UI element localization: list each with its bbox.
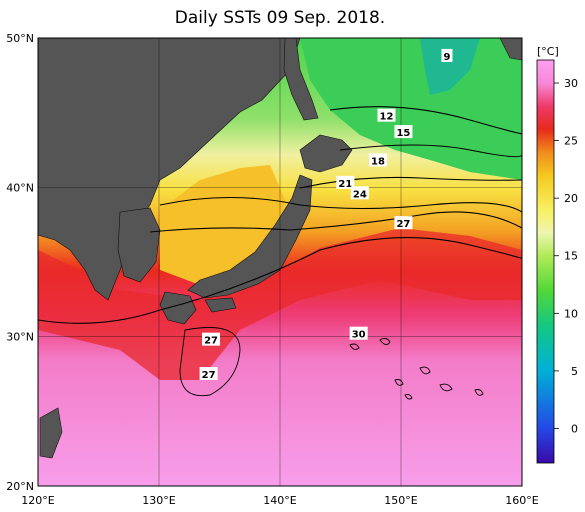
longitude-tick-label: 140°E	[263, 494, 296, 507]
colorbar-tick-label: 15	[564, 250, 578, 263]
isotherm-label: 18	[371, 156, 385, 167]
colorbar	[536, 59, 555, 464]
isotherm-label: 27	[202, 370, 216, 381]
isotherm-label: 27	[396, 219, 410, 230]
colorbar-tick-label: 5	[571, 365, 578, 378]
latitude-tick-label: 40°N	[6, 181, 34, 194]
island-outlines	[349, 337, 484, 400]
latitude-tick-label: 30°N	[6, 331, 34, 344]
isotherm-label-box	[350, 186, 369, 200]
colorbar-tick-label: 25	[564, 135, 578, 148]
isotherm-label: 15	[396, 128, 410, 139]
longitude-tick-label: 120°E	[21, 494, 54, 507]
longitude-labels: 120°E 130°E 140°E 150°E 160°E	[21, 494, 538, 507]
land-mass	[38, 38, 522, 459]
colorbar-tick-label: 10	[564, 307, 578, 320]
latitude-tick-label: 20°N	[6, 480, 34, 493]
longitude-tick-label: 160°E	[505, 494, 538, 507]
cold-core-region	[420, 38, 480, 95]
colorbar-tick-label: 30	[564, 77, 578, 90]
colorbar-tick-label: 0	[571, 422, 578, 435]
isotherm-label-box	[394, 216, 413, 230]
isotherm-label-box	[336, 175, 355, 189]
map-title: Daily SSTs 09 Sep. 2018.	[174, 8, 386, 28]
isotherm-label: 27	[204, 336, 218, 347]
isotherm-label-box	[441, 48, 453, 62]
isotherm-label-box	[202, 332, 221, 346]
isotherm-lines	[38, 106, 522, 397]
isotherm-label-box	[349, 326, 368, 340]
colorbar-ticks: 30 25 20 15 10 5 0	[554, 77, 578, 435]
map-frame	[37, 37, 523, 487]
latitude-tick-label: 50°N	[6, 32, 34, 45]
isotherm-label-box	[199, 367, 218, 380]
isotherm-label-box	[394, 125, 413, 139]
colorbar-unit: [°C]	[537, 45, 559, 58]
isotherm-label: 30	[352, 330, 366, 341]
latitude-labels: 50°N 40°N 30°N 20°N	[6, 32, 34, 493]
isotherm-label: 21	[338, 179, 352, 190]
longitude-tick-label: 150°E	[384, 494, 417, 507]
isotherm-label-box	[377, 108, 396, 122]
graticule	[38, 38, 522, 486]
isotherm-label-box	[369, 153, 388, 167]
longitude-tick-label: 130°E	[142, 494, 175, 507]
colorbar-tick-label: 20	[564, 192, 578, 205]
isotherm-label: 9	[443, 52, 450, 63]
isotherm-label: 12	[380, 112, 394, 123]
isotherm-label: 24	[353, 189, 367, 200]
